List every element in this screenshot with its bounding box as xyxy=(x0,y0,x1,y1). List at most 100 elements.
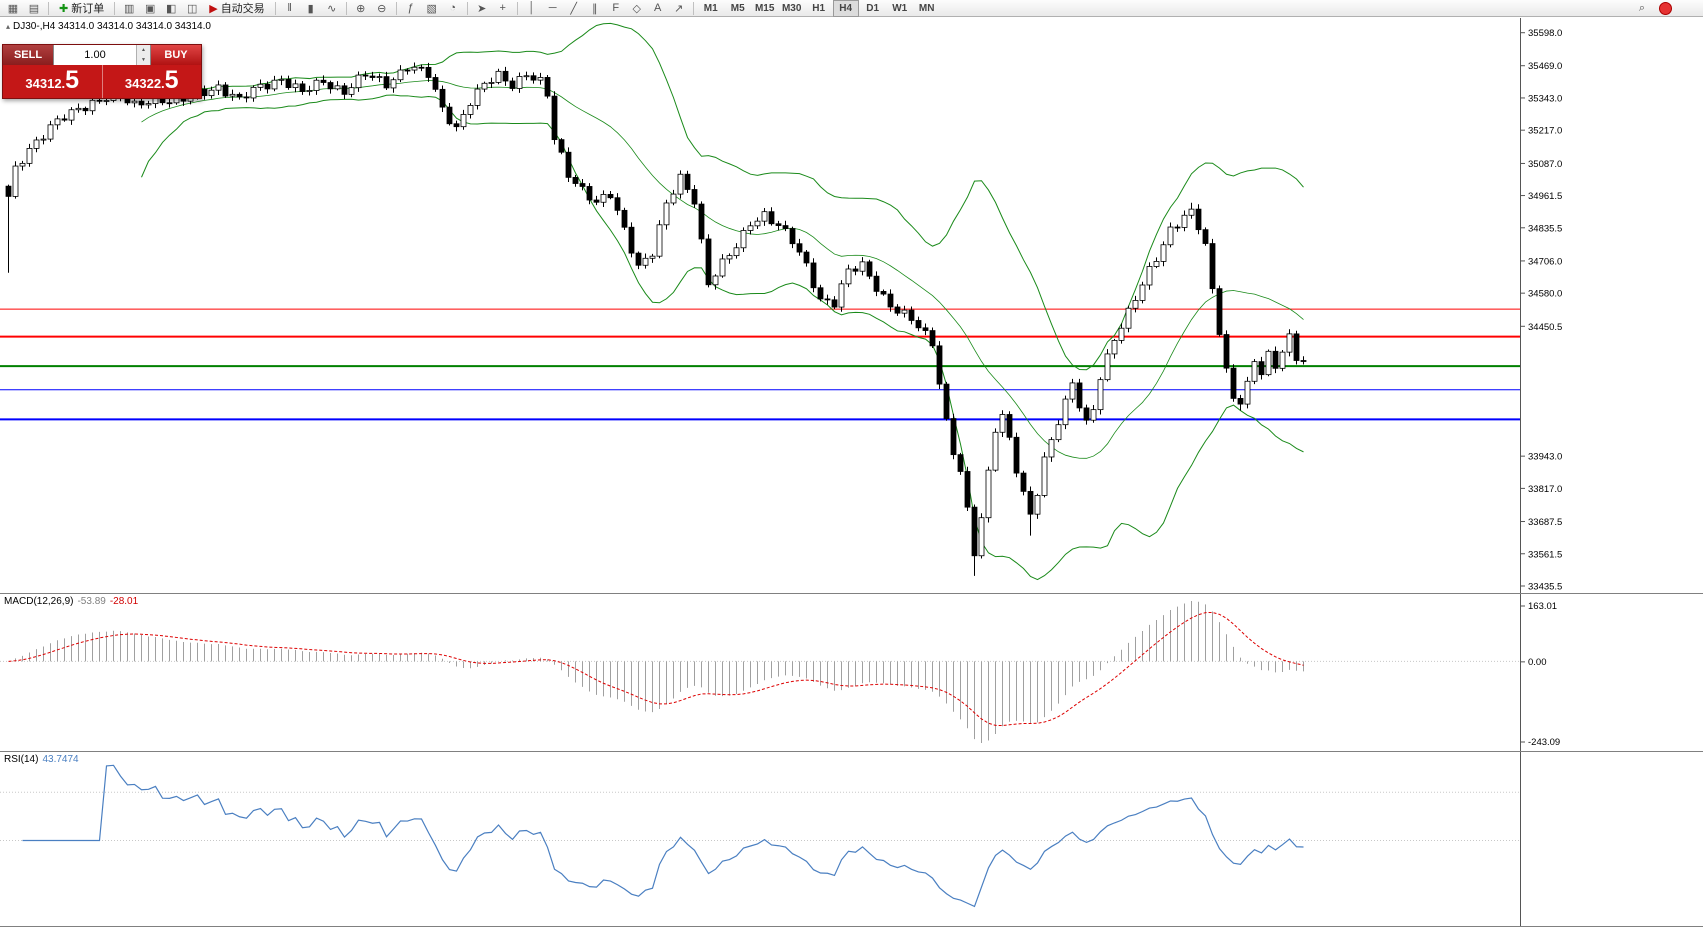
notification-badge[interactable] xyxy=(1659,1,1672,15)
rsi-layer xyxy=(0,764,1520,908)
macd-signal-value: -28.01 xyxy=(109,596,139,607)
line-chart-icon[interactable]: ∿ xyxy=(327,2,337,15)
cursor-icon[interactable]: ➤ xyxy=(477,2,487,15)
vertical-line-icon[interactable]: │ xyxy=(528,2,536,14)
svg-text:33561.5: 33561.5 xyxy=(1528,549,1562,560)
svg-text:-243.09: -243.09 xyxy=(1528,737,1560,748)
volume-box: ▲ ▼ xyxy=(53,45,151,65)
horizontal-line-icon[interactable]: ─ xyxy=(548,2,557,14)
new-chart-icon[interactable]: ▦ xyxy=(7,2,19,15)
macd-layer xyxy=(0,601,1520,743)
trendline-icon[interactable]: ╱ xyxy=(570,2,577,15)
svg-text:34450.5: 34450.5 xyxy=(1528,322,1562,333)
volume-input[interactable] xyxy=(54,45,136,65)
volume-up-button[interactable]: ▲ xyxy=(141,46,146,53)
toolbar: ▦ ▤ ✚ 新订单 ▥ ▣ ◧ ◫ ▶ 自动交易 ‖ ▮ ∿ ⊕ ⊖ ƒ ▧ ◔ ➤ + │ ─ ╱ ∥ F ◇ A ↗ M1 M5 M15… xyxy=(0,0,1703,17)
svg-text:163.01: 163.01 xyxy=(1528,601,1557,612)
macd-name: MACD(12,26,9) xyxy=(4,596,74,607)
rsi-value: 43.7474 xyxy=(42,754,79,765)
autotrade-button-icon: ▶ xyxy=(209,2,218,15)
horizontal-levels-layer[interactable] xyxy=(0,308,1520,421)
bollinger-bands-layer xyxy=(141,22,1304,581)
bid-ask-prices: 34312. 5 34322. 5 xyxy=(3,65,201,98)
timeframe-m15-button[interactable]: M15 xyxy=(754,2,775,14)
timeframe-m5-button[interactable]: M5 xyxy=(730,2,745,14)
text-label-icon[interactable]: A xyxy=(654,2,662,14)
sell-price-main: 34312. xyxy=(25,76,66,91)
templates-icon[interactable]: ▧ xyxy=(426,2,437,15)
toolbar-separator xyxy=(345,1,347,15)
macd-main-value: -53.89 xyxy=(77,596,106,607)
timeframe-h4-button[interactable]: H4 xyxy=(832,0,859,17)
ohlc-bars-icon[interactable]: ‖ xyxy=(287,2,292,14)
sell-price-big-digit: 5 xyxy=(65,66,80,94)
buy-button[interactable]: BUY xyxy=(151,45,201,65)
autotrade-button[interactable]: ▶ 自动交易 xyxy=(203,0,270,17)
toolbar-separator xyxy=(48,1,49,15)
toolbar-separator xyxy=(516,1,518,15)
toolbar-separator xyxy=(114,1,116,15)
new-order-button-label: 新订单 xyxy=(71,3,105,15)
symbol-ohlc-header: ▴ DJ30-,H4 34314.0 34314.0 34314.0 34314.… xyxy=(6,21,211,32)
macd-indicator-label: MACD(12,26,9) -53.89 -28.01 xyxy=(4,596,138,607)
svg-text:35598.0: 35598.0 xyxy=(1528,28,1562,39)
new-order-button-icon: ✚ xyxy=(59,2,69,15)
sell-price[interactable]: 34312. 5 xyxy=(3,65,103,98)
symbol-chart-icon: ▴ xyxy=(6,22,11,31)
rsi-name: RSI(14) xyxy=(4,754,39,765)
price-axis: 35598.0 35469.0 35343.0 35217.0 35087.0 34961… xyxy=(1520,18,1562,926)
channel-icon[interactable]: ∥ xyxy=(591,2,598,15)
candles-layer xyxy=(5,62,1307,576)
svg-text:33435.5: 33435.5 xyxy=(1528,582,1562,593)
zoom-in-icon[interactable]: ⊕ xyxy=(356,2,366,15)
symbol-ohlc-text: DJ30-,H4 34314.0 34314.0 34314.0 34314.0 xyxy=(13,21,211,32)
autotrade-button-label: 自动交易 xyxy=(220,3,265,15)
candlestick-icon[interactable]: ▮ xyxy=(307,2,314,15)
one-click-trading-panel: SELL ▲ ▼ BUY 34312.5 34322.5 xyxy=(2,44,202,99)
toolbar-separator xyxy=(466,1,468,15)
svg-text:33817.0: 33817.0 xyxy=(1528,484,1562,495)
toolbar-separator xyxy=(274,1,276,15)
timeframe-w1-button[interactable]: W1 xyxy=(892,2,908,14)
svg-text:34706.0: 34706.0 xyxy=(1528,256,1562,267)
timeframe-d1-button[interactable]: D1 xyxy=(866,2,880,14)
shapes-icon[interactable]: ◇ xyxy=(632,2,641,15)
toolbar-separator xyxy=(395,1,397,15)
toolbar-separator xyxy=(692,1,694,15)
volume-spinner: ▲ ▼ xyxy=(136,45,150,65)
zoom-out-icon[interactable]: ⊖ xyxy=(377,2,387,15)
svg-text:35217.0: 35217.0 xyxy=(1528,126,1562,137)
timeframe-m30-button[interactable]: M30 xyxy=(781,2,802,14)
indicators-icon[interactable]: ƒ xyxy=(407,2,414,14)
crosshair-icon[interactable]: + xyxy=(499,2,506,14)
terminal-icon[interactable]: ◫ xyxy=(187,2,198,15)
arrow-objects-icon[interactable]: ↗ xyxy=(674,2,684,15)
volume-down-button[interactable]: ▼ xyxy=(141,56,146,63)
buy-price-big-digit: 5 xyxy=(164,66,179,94)
search-icon[interactable]: ⌕ xyxy=(1638,1,1646,14)
new-order-button[interactable]: ✚ 新订单 xyxy=(53,0,110,17)
timeframe-h1-button[interactable]: H1 xyxy=(812,2,826,14)
buy-price-main: 34322. xyxy=(124,76,165,91)
period-icon[interactable]: ◔ xyxy=(449,2,457,14)
svg-text:35343.0: 35343.0 xyxy=(1528,93,1562,104)
svg-text:35469.0: 35469.0 xyxy=(1528,61,1562,72)
svg-text:0.00: 0.00 xyxy=(1528,657,1547,668)
svg-text:33943.0: 33943.0 xyxy=(1528,452,1562,463)
rsi-indicator-label: RSI(14) 43.7474 xyxy=(4,754,79,765)
timeframe-m1-button[interactable]: M1 xyxy=(703,2,718,14)
profiles-icon[interactable]: ▤ xyxy=(28,2,40,15)
svg-text:34835.5: 34835.5 xyxy=(1528,223,1562,234)
svg-text:33687.5: 33687.5 xyxy=(1528,517,1562,528)
data-window-icon[interactable]: ▣ xyxy=(145,2,156,15)
svg-text:34961.5: 34961.5 xyxy=(1528,191,1562,202)
svg-text:35087.0: 35087.0 xyxy=(1528,159,1562,170)
market-watch-icon[interactable]: ▥ xyxy=(124,2,135,15)
timeframe-mn-button[interactable]: MN xyxy=(918,2,935,14)
sell-button[interactable]: SELL xyxy=(3,45,53,65)
svg-text:34580.0: 34580.0 xyxy=(1528,289,1562,300)
navigator-icon[interactable]: ◧ xyxy=(166,2,177,15)
fibonacci-icon[interactable]: F xyxy=(612,2,620,14)
buy-price[interactable]: 34322. 5 xyxy=(103,65,202,98)
